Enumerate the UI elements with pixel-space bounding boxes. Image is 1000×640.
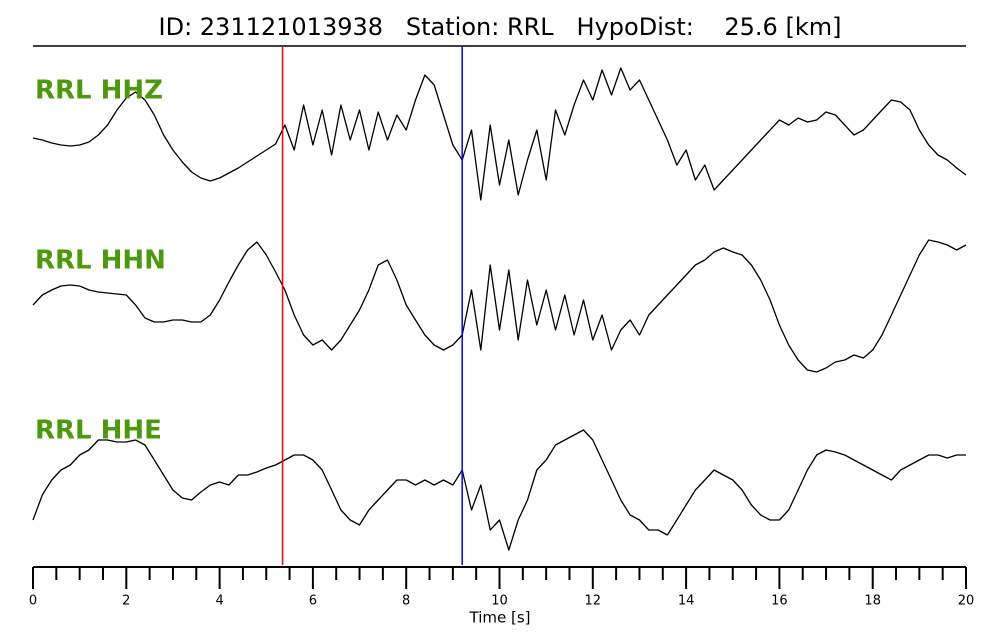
- trace: [32, 239, 967, 373]
- x-tick-label: 20: [958, 594, 975, 609]
- trace-label: RRL HHZ: [35, 76, 163, 106]
- trace: [32, 67, 967, 201]
- x-tick-label: 12: [585, 594, 602, 609]
- x-tick-label: 18: [864, 594, 881, 609]
- x-tick-label: 2: [122, 594, 130, 609]
- x-tick-label: 16: [771, 594, 788, 609]
- trace: [32, 429, 966, 551]
- x-tick-label: 0: [29, 594, 37, 609]
- x-tick-label: 6: [309, 594, 317, 609]
- trace-label: RRL HHN: [35, 246, 166, 276]
- trace-label: RRL HHE: [35, 416, 162, 446]
- x-tick-label: 8: [402, 594, 410, 609]
- chart-title: ID: 231121013938 Station: RRL HypoDist: …: [159, 13, 842, 41]
- x-tick-label: 4: [215, 594, 223, 609]
- x-tick-label: 10: [491, 594, 508, 609]
- x-tick-label: 14: [678, 594, 695, 609]
- x-axis-label: Time [s]: [469, 609, 531, 627]
